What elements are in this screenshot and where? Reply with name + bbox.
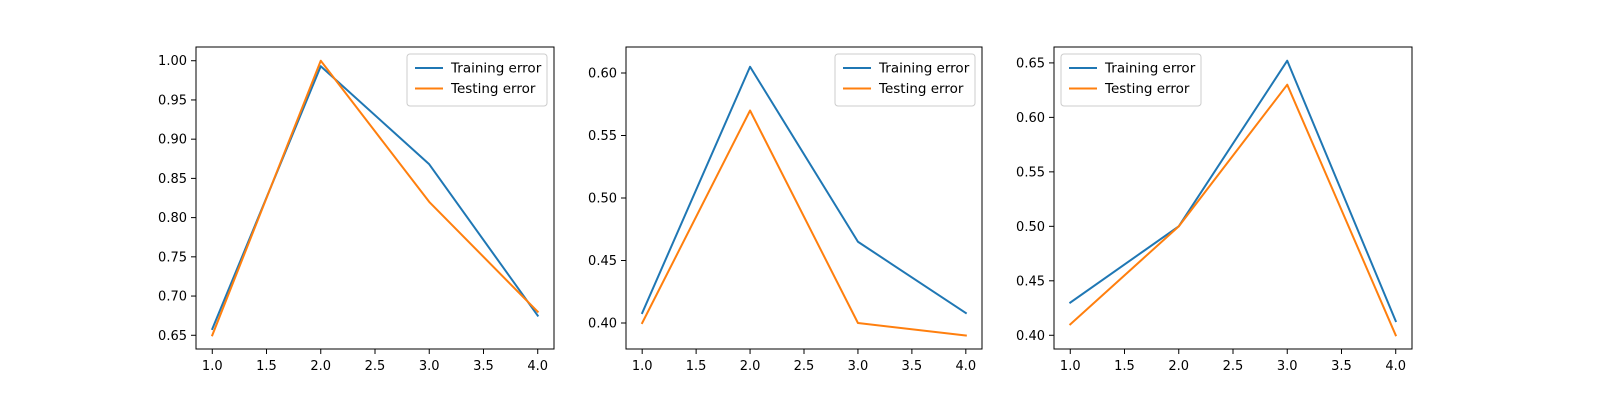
panel-1-y-tick-label: 0.85	[158, 172, 187, 187]
panel-3-legend-training-label: Training error	[1104, 61, 1196, 77]
panel-2-y-tick-label: 0.60	[588, 67, 617, 82]
panel-2-legend: Training error Testing error	[834, 53, 976, 107]
panel-2-x-tick-label: 2.5	[794, 359, 815, 374]
panel-1: 1.0 1.5 2.0 2.5 3.0 3.5 4.0 0.65 0.70 0.75 0.80 0.8…	[158, 46, 555, 374]
panel-2-legend-training-label: Training error	[878, 61, 970, 77]
panel-2-y-tick-label: 0.45	[588, 254, 617, 269]
panel-3-x-tick-label: 3.5	[1331, 359, 1352, 374]
panel-1-y-tick-label: 0.90	[158, 133, 187, 148]
panel-3-x-tick-label: 3.0	[1277, 359, 1298, 374]
panel-3-y-tick-label: 0.50	[1016, 220, 1045, 235]
panel-2-x-tick-label: 3.5	[902, 359, 923, 374]
panel-1-y-tick-label: 0.95	[158, 93, 187, 108]
panel-1-y-tick-label: 0.75	[158, 250, 187, 265]
panel-3-y-tick-label: 0.65	[1016, 56, 1045, 71]
panel-2-series-training-line	[640, 65, 968, 315]
panel-1-x-tick-label: 2.5	[365, 359, 386, 374]
panel-3: 1.0 1.5 2.0 2.5 3.0 3.5 4.0 0.40 0.45 0.50 0.55 0.6…	[1016, 46, 1413, 374]
panel-1-legend-training-label: Training error	[450, 61, 542, 77]
panel-1-x-tick-label: 1.5	[256, 359, 277, 374]
panel-2: 1.0 1.5 2.0 2.5 3.0 3.5 4.0 0.40 0.45 0.50 0.55 0.6…	[588, 46, 983, 374]
panel-1-y-tick-label: 0.80	[158, 211, 187, 226]
panel-2-legend-testing-label: Testing error	[878, 81, 964, 97]
panel-2-y-tick-label: 0.55	[588, 129, 617, 144]
panel-3-x-tick-label: 4.0	[1385, 359, 1406, 374]
panel-3-series-training-line	[1068, 59, 1398, 323]
panel-1-series-testing-line	[210, 59, 540, 337]
panel-3-y-tick-label: 0.40	[1016, 329, 1045, 344]
panel-2-y-tick-label: 0.50	[588, 192, 617, 207]
panel-3-x-tick-label: 2.0	[1168, 359, 1189, 374]
panel-1-x-tick-label: 4.0	[527, 359, 548, 374]
panel-3-series-testing-line	[1068, 83, 1398, 337]
panel-3-legend: Training error Testing error	[1060, 53, 1202, 107]
panel-1-legend: Training error Testing error	[406, 53, 548, 107]
panel-3-x-tick-label: 1.5	[1114, 359, 1135, 374]
panel-3-x-tick-label: 2.5	[1223, 359, 1244, 374]
panel-2-y-tick-label: 0.40	[588, 317, 617, 332]
panel-1-x-tick-label: 3.5	[473, 359, 494, 374]
panel-1-y-tick-label: 0.65	[158, 329, 187, 344]
panel-2-x-tick-label: 2.0	[740, 359, 761, 374]
panel-1-x-tick-label: 2.0	[310, 359, 331, 374]
panel-2-x-tick-label: 1.5	[686, 359, 707, 374]
panel-1-legend-testing-label: Testing error	[450, 81, 536, 97]
panel-2-series-testing-line	[640, 109, 967, 337]
panel-2-x-tick-label: 4.0	[955, 359, 976, 374]
panel-1-x-tick-label: 3.0	[419, 359, 440, 374]
panel-1-y-tick-label: 1.00	[158, 54, 187, 69]
panel-1-y-tick-label: 0.70	[158, 290, 187, 305]
panel-2-x-tick-label: 3.0	[848, 359, 869, 374]
panel-2-x-tick-label: 1.0	[632, 359, 653, 374]
panel-3-y-tick-label: 0.45	[1016, 274, 1045, 289]
panel-3-legend-testing-label: Testing error	[1104, 81, 1190, 97]
panel-3-x-tick-label: 1.0	[1060, 359, 1081, 374]
panel-3-y-tick-label: 0.60	[1016, 111, 1045, 126]
panel-3-y-tick-label: 0.55	[1016, 165, 1045, 180]
panel-1-x-tick-label: 1.0	[202, 359, 223, 374]
